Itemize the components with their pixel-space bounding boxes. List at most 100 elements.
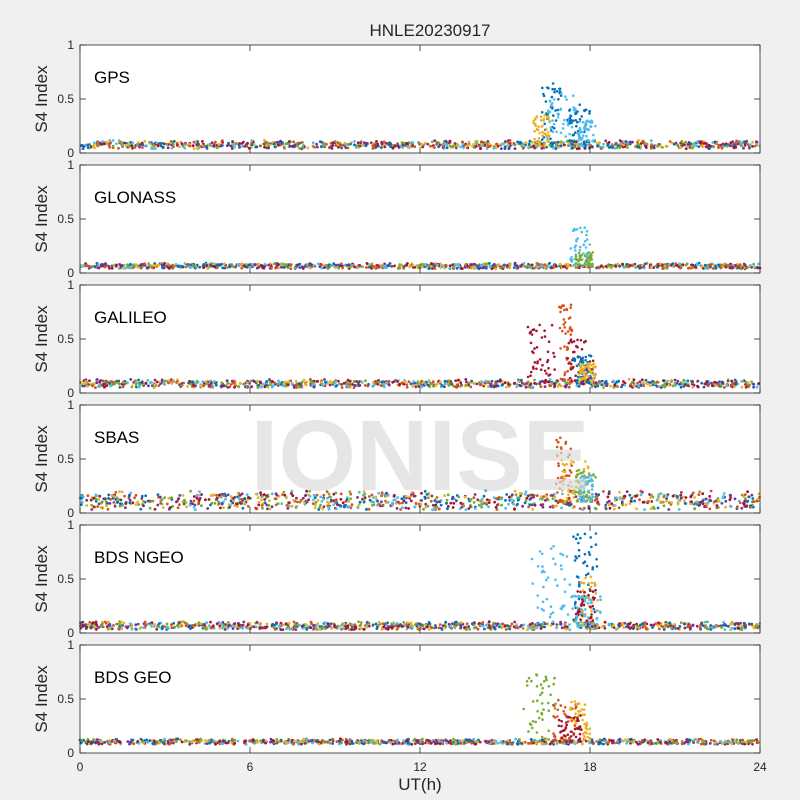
data-point — [209, 503, 212, 507]
data-point — [757, 382, 761, 385]
data-point — [587, 475, 590, 478]
data-point — [134, 385, 138, 389]
data-point — [702, 140, 705, 143]
data-point — [413, 266, 416, 269]
data-point — [575, 499, 579, 503]
data-point — [552, 146, 555, 150]
data-point — [288, 144, 292, 148]
data-point — [106, 501, 109, 505]
data-point — [99, 501, 103, 505]
data-point — [281, 384, 285, 388]
data-point — [529, 330, 533, 334]
data-point — [679, 385, 683, 389]
data-point — [277, 266, 281, 270]
data-point — [638, 498, 641, 502]
data-point — [113, 504, 117, 508]
data-point — [101, 140, 105, 144]
data-point — [139, 507, 143, 511]
data-point — [321, 507, 324, 511]
data-point — [577, 372, 581, 376]
data-point — [620, 385, 623, 389]
data-point — [480, 142, 483, 146]
data-point — [553, 87, 557, 91]
data-point — [678, 266, 682, 270]
data-points — [78, 436, 761, 512]
data-point — [484, 502, 488, 505]
data-point — [576, 472, 580, 476]
data-point — [382, 140, 386, 144]
data-point — [427, 263, 431, 267]
data-point — [127, 494, 131, 498]
data-point — [234, 141, 238, 145]
data-point — [250, 143, 254, 147]
data-point — [455, 266, 459, 270]
data-point — [226, 266, 229, 269]
data-point — [162, 145, 165, 149]
data-point — [567, 484, 570, 487]
data-point — [582, 467, 586, 471]
data-point — [714, 623, 718, 627]
data-point — [377, 620, 381, 624]
data-point — [583, 146, 587, 150]
data-point — [658, 500, 662, 504]
data-point — [587, 362, 591, 365]
data-point — [120, 490, 124, 494]
data-point — [183, 498, 186, 502]
data-point — [726, 379, 730, 383]
data-point — [551, 497, 555, 501]
data-point — [628, 142, 632, 146]
data-point — [578, 258, 582, 262]
data-point — [579, 377, 582, 380]
data-point — [621, 622, 625, 626]
data-point — [697, 504, 701, 507]
data-point — [553, 385, 556, 389]
data-point — [346, 263, 350, 267]
data-point — [547, 374, 550, 377]
y-tick-label: 0.5 — [57, 212, 74, 226]
data-point — [524, 499, 528, 502]
data-point — [600, 264, 603, 268]
data-point — [561, 127, 565, 130]
data-point — [241, 145, 244, 148]
data-point — [108, 145, 112, 149]
data-points — [79, 226, 762, 271]
data-point — [431, 503, 435, 507]
data-point — [198, 490, 201, 493]
data-point — [115, 142, 118, 146]
data-point — [497, 496, 501, 499]
data-point — [527, 264, 531, 268]
data-point — [703, 620, 707, 624]
data-point — [450, 497, 454, 501]
data-point — [139, 266, 143, 270]
data-point — [256, 496, 260, 500]
data-point — [440, 265, 444, 268]
data-point — [232, 497, 235, 500]
data-point — [205, 382, 209, 386]
data-point — [569, 118, 573, 122]
data-point — [84, 143, 88, 147]
data-point — [547, 140, 550, 144]
data-point — [558, 487, 562, 490]
data-point — [192, 505, 196, 509]
data-point — [628, 493, 632, 497]
data-point — [731, 383, 734, 386]
data-point — [210, 141, 214, 145]
data-point — [705, 142, 708, 146]
data-point — [268, 507, 272, 511]
data-point — [387, 380, 391, 383]
data-point — [543, 335, 547, 338]
data-point — [714, 264, 718, 268]
data-point — [613, 146, 617, 150]
data-point — [577, 497, 580, 501]
data-point — [649, 263, 653, 266]
data-point — [487, 142, 491, 146]
data-point — [739, 142, 742, 146]
data-point — [507, 502, 510, 506]
data-point — [476, 266, 480, 270]
data-point — [510, 498, 513, 502]
data-point — [338, 382, 341, 386]
data-point — [697, 145, 701, 149]
data-point — [427, 492, 431, 496]
data-point — [722, 620, 725, 624]
data-point — [433, 506, 437, 509]
